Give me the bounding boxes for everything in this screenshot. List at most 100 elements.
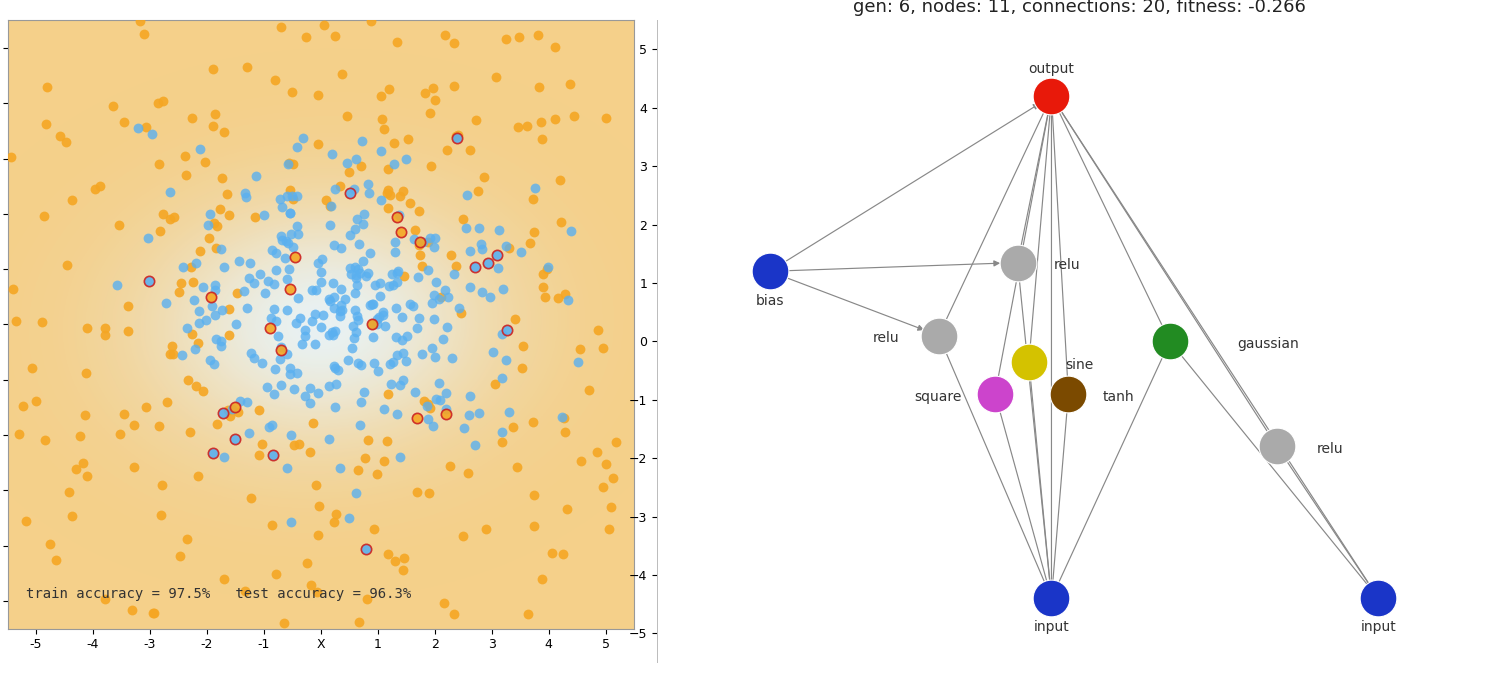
Point xyxy=(149,479,174,490)
Point xyxy=(343,224,367,235)
Point xyxy=(358,299,382,310)
Point xyxy=(88,180,112,191)
Point xyxy=(269,22,293,32)
Point xyxy=(134,401,159,412)
Point xyxy=(202,310,226,320)
Point xyxy=(350,256,374,266)
Point xyxy=(223,433,248,444)
Point xyxy=(379,268,403,279)
Point xyxy=(328,181,352,192)
Point xyxy=(470,286,494,297)
Point xyxy=(322,361,346,372)
Point xyxy=(430,334,455,345)
Point xyxy=(343,288,367,299)
Point xyxy=(420,343,444,354)
Point xyxy=(216,330,240,341)
Point xyxy=(322,516,346,527)
Point xyxy=(415,237,439,247)
Text: output: output xyxy=(1028,62,1075,76)
Point xyxy=(361,299,385,310)
Point xyxy=(1057,389,1081,400)
Point xyxy=(314,194,338,205)
Point xyxy=(533,292,557,303)
Point xyxy=(509,247,533,258)
Point xyxy=(71,458,95,468)
Point xyxy=(187,317,211,328)
Point xyxy=(68,431,92,441)
Point xyxy=(211,262,236,272)
Point xyxy=(107,220,131,231)
Point xyxy=(353,453,378,464)
Point xyxy=(396,133,420,144)
Point xyxy=(598,524,622,535)
Point xyxy=(234,302,258,313)
Point xyxy=(83,183,107,194)
Point xyxy=(412,88,436,99)
Point xyxy=(276,159,300,170)
Point xyxy=(550,217,574,228)
Point xyxy=(444,132,468,143)
Point xyxy=(515,608,539,619)
Point xyxy=(411,236,435,247)
Point xyxy=(368,291,393,301)
Point xyxy=(202,218,226,229)
Point xyxy=(445,130,470,141)
Point xyxy=(328,463,352,474)
Point xyxy=(442,269,467,280)
Point xyxy=(510,341,535,352)
Point xyxy=(204,108,228,119)
Point xyxy=(213,574,237,585)
Point xyxy=(411,349,435,360)
Point xyxy=(521,417,545,428)
Point xyxy=(148,510,172,521)
Point xyxy=(497,243,521,254)
Point xyxy=(328,311,352,322)
Point xyxy=(305,387,329,398)
Point xyxy=(264,264,288,275)
Point xyxy=(270,202,294,213)
Point xyxy=(281,242,305,253)
Point xyxy=(178,427,202,437)
Point xyxy=(503,314,527,324)
Point xyxy=(290,339,314,349)
Point xyxy=(11,400,35,411)
Point xyxy=(266,331,290,341)
Text: tanh: tanh xyxy=(1102,390,1134,404)
Point xyxy=(562,110,586,121)
Point xyxy=(358,188,382,199)
Point xyxy=(590,342,615,353)
Point xyxy=(551,549,575,560)
Point xyxy=(459,391,483,402)
Point xyxy=(340,268,364,279)
Point xyxy=(343,304,367,315)
Point xyxy=(159,187,183,198)
Point xyxy=(297,397,322,408)
Point xyxy=(415,413,439,424)
Point xyxy=(447,303,471,314)
Point xyxy=(378,359,402,370)
Point xyxy=(226,407,251,418)
Point xyxy=(384,302,408,313)
Point xyxy=(174,170,198,180)
Point xyxy=(359,318,384,329)
Point xyxy=(320,149,344,160)
Point xyxy=(184,258,208,268)
Point xyxy=(322,291,346,302)
Point xyxy=(225,287,249,298)
Point xyxy=(423,352,447,362)
Point xyxy=(140,128,165,139)
Point xyxy=(285,293,310,304)
Point xyxy=(349,396,373,407)
Point xyxy=(285,191,310,201)
Point xyxy=(418,233,442,243)
Point xyxy=(458,245,482,256)
Point xyxy=(352,218,376,229)
Point xyxy=(287,228,311,239)
Point xyxy=(272,617,296,628)
Point xyxy=(201,120,225,131)
Point xyxy=(317,329,341,340)
Point xyxy=(278,362,302,373)
Point xyxy=(402,234,426,245)
Point xyxy=(346,464,370,475)
Point xyxy=(405,412,429,423)
